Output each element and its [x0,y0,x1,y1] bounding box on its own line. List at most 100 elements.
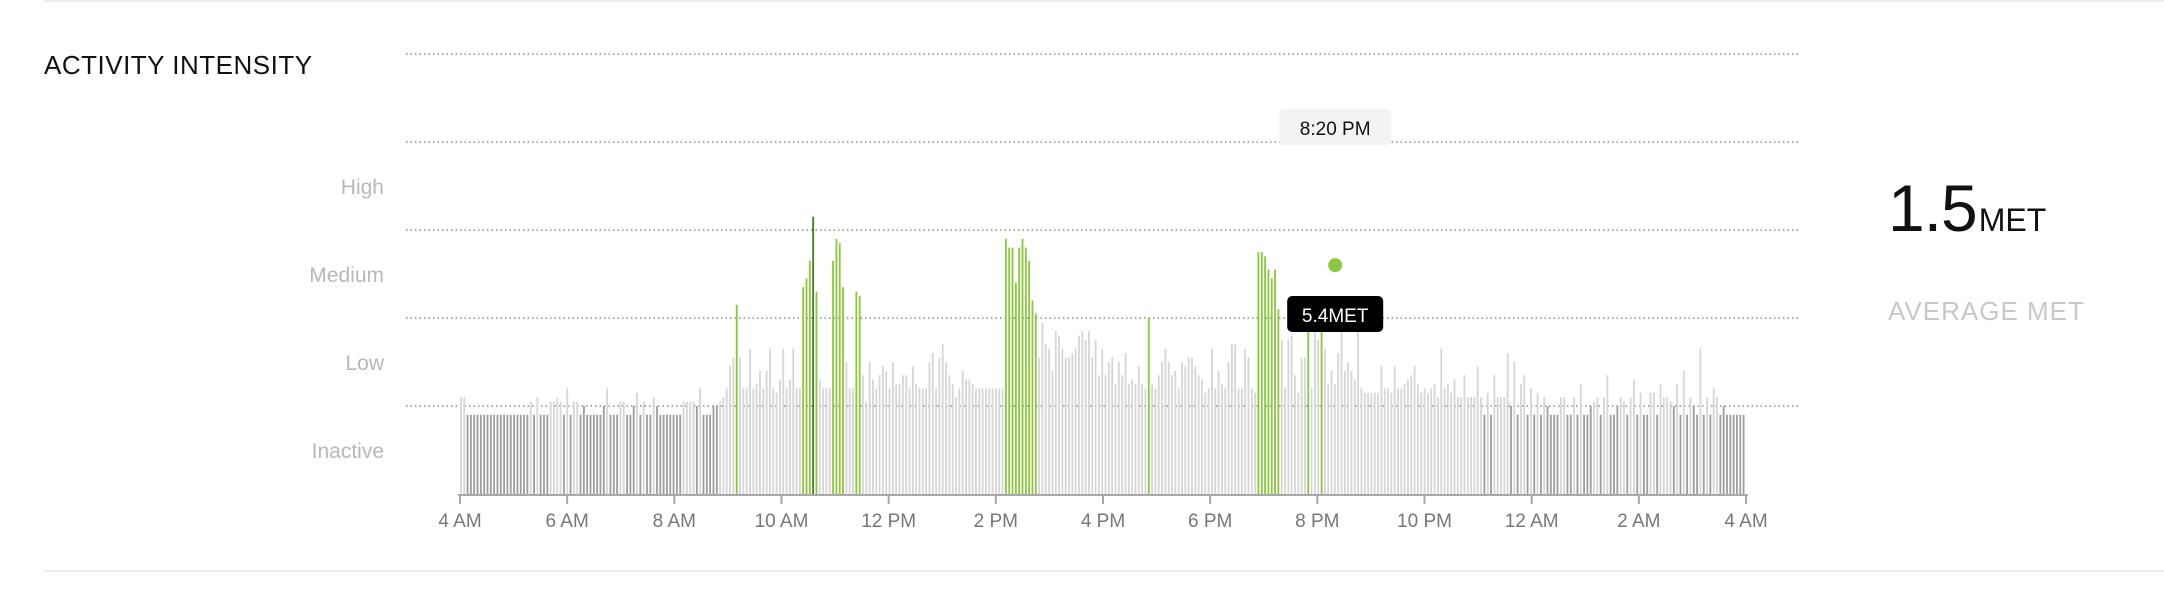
intensity-bar [699,388,702,494]
intensity-bar [1250,388,1253,494]
intensity-bar [1014,282,1017,494]
band-label-medium: Medium [309,264,384,287]
intensity-bar [1709,414,1712,494]
average-met-label: AVERAGE MET [1888,296,2085,326]
intensity-bar [1569,414,1572,494]
intensity-bar [985,388,987,494]
intensity-bar [652,397,655,494]
intensity-bar [1343,370,1346,494]
intensity-bar [1051,370,1054,494]
tooltip-bg [1287,296,1384,332]
intensity-bar [499,414,502,494]
intensity-bar [632,406,635,494]
intensity-bar [1706,397,1708,494]
intensity-bar [1048,348,1050,494]
intensity-bar [1274,269,1276,494]
intensity-bar [1300,357,1303,494]
intensity-bar [978,388,981,494]
intensity-bar [845,362,848,494]
tooltip-layer: 8:20 PM 5.4MET [1279,109,1392,332]
intensity-bar [592,414,595,494]
intensity-bar [1702,414,1705,494]
intensity-bar [1333,384,1336,494]
intensity-bar [523,414,525,494]
intensity-bar [1696,414,1698,494]
intensity-bar [1470,397,1473,494]
intensity-bar [1101,348,1104,494]
intensity-bar [828,388,831,494]
intensity-bar [1031,300,1034,494]
intensity-bar [802,287,805,494]
intensity-bar [1068,357,1070,494]
intensity-bar [1493,375,1496,494]
intensity-bar [1078,335,1080,494]
intensity-bar [745,388,748,494]
intensity-bar [1001,388,1004,494]
intensity-bar [675,414,678,494]
intensity-bar [1287,340,1290,494]
intensity-bar [975,388,977,494]
intensity-bar [553,401,555,494]
intensity-bar [606,388,609,494]
intensity-bar [729,366,731,494]
intensity-bar [882,366,884,494]
x-tick-label: 12 AM [1505,511,1559,532]
intensity-bar [1533,414,1536,494]
intensity-bar [862,375,864,494]
x-tick-label: 2 PM [974,511,1018,532]
intensity-bar [1127,384,1130,494]
intensity-bar [692,401,695,494]
intensity-bar [1147,318,1150,494]
intensity-bar [1526,414,1529,494]
intensity-bar [1234,344,1237,494]
intensity-bar [1314,326,1316,494]
intensity-bar [1583,414,1585,494]
intensity-bar [1214,388,1217,494]
intensity-bar [1224,388,1227,494]
intensity-bar [1536,392,1539,494]
intensity-bar [1559,397,1562,494]
intensity-bar [825,388,828,494]
intensity-bar [1666,397,1669,494]
intensity-bar [948,375,951,494]
intensity-bar [1353,379,1356,494]
intensity-bar [626,414,628,494]
intensity-bar [543,414,545,494]
intensity-bar [1071,353,1074,494]
intensity-bar [1131,379,1134,494]
intensity-bar [715,406,718,494]
intensity-bar [460,397,462,494]
intensity-bar [735,304,738,494]
intensity-bar [1280,340,1283,494]
intensity-bar [695,406,698,494]
intensity-bar [556,397,559,494]
intensity-bar [1144,388,1147,494]
intensity-bar [1726,414,1728,494]
intensity-bar [572,401,575,494]
intensity-bars [460,216,1745,495]
intensity-bar [931,353,934,494]
intensity-bar [1018,247,1021,494]
intensity-bar [1646,414,1649,494]
band-gridlines [406,53,1800,407]
intensity-bar [1377,392,1379,494]
intensity-bar [805,278,808,494]
intensity-bar [622,401,625,494]
intensity-bar [1742,414,1745,494]
intensity-bar [685,401,688,494]
intensity-bar [589,414,592,494]
intensity-bar [612,414,615,494]
intensity-bar [1407,379,1409,494]
intensity-bar [1041,322,1044,494]
intensity-bar [599,414,602,494]
intensity-bar [536,397,539,494]
intensity-bar [1088,331,1090,494]
intensity-bar [1453,379,1456,494]
intensity-bar [1034,313,1037,494]
intensity-bar [563,414,565,494]
intensity-bar [1496,397,1499,494]
intensity-bar [596,414,599,494]
intensity-bar [878,375,881,494]
intensity-bar [798,388,801,494]
intensity-bar [1294,375,1296,494]
